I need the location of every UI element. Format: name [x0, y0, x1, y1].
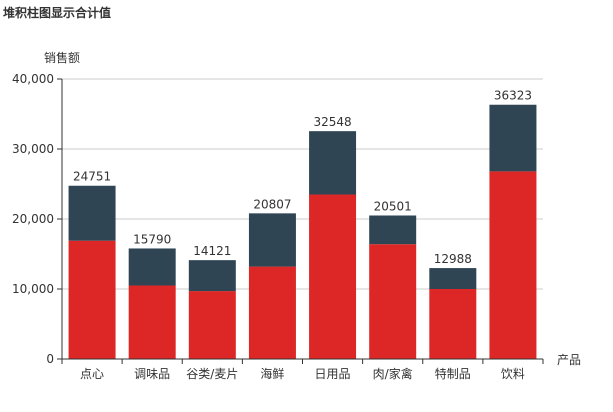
y-tick-label: 30,000: [12, 142, 54, 156]
bar-segment-2: [369, 215, 417, 245]
x-tick-label: 日用品: [315, 367, 351, 381]
total-label: 20807: [253, 197, 291, 211]
bars: [68, 104, 537, 359]
bar-segment-2: [188, 260, 236, 292]
x-axis-label: 产品: [557, 353, 581, 367]
bar-segment-1: [309, 194, 357, 359]
x-tick-label: 海鲜: [260, 366, 284, 381]
bar-segment-1: [429, 289, 477, 359]
bar-segment-2: [68, 185, 116, 241]
x-tick-label: 谷类/麦片: [186, 367, 238, 381]
y-axis-label: 销售额: [44, 50, 80, 65]
y-tick-label: 0: [46, 352, 54, 366]
total-label: 24751: [73, 170, 111, 184]
axes: [61, 79, 543, 360]
y-tick-label: 40,000: [12, 72, 54, 86]
labels: 0 10,000 20,000 30,000 40,000 24751 点心 15790 调味品…: [12, 72, 532, 381]
total-label: 36323: [494, 89, 532, 103]
bar-segment-1: [68, 240, 116, 359]
bar-segment-1: [369, 244, 417, 359]
bar-segment-1: [128, 285, 176, 359]
bar-segment-1: [489, 171, 537, 359]
x-tick-label: 饮料: [501, 367, 525, 381]
y-tick-label: 20,000: [12, 212, 54, 226]
x-tick-label: 特制品: [435, 366, 471, 381]
total-label: 20501: [374, 199, 412, 213]
chart-title: 堆积柱图显示合计值: [3, 6, 112, 20]
bar-segment-2: [128, 248, 176, 286]
bar-segment-2: [309, 131, 357, 195]
total-label: 15790: [133, 232, 171, 246]
x-tick-label: 肉/家禽: [373, 366, 413, 381]
x-tick-label: 调味品: [134, 367, 170, 381]
total-label: 12988: [434, 252, 472, 266]
bar-segment-2: [489, 104, 537, 172]
x-tick-label: 点心: [80, 367, 104, 381]
bar-segment-2: [429, 268, 477, 289]
bar-segment-1: [188, 291, 236, 359]
total-label: 14121: [193, 244, 231, 258]
bar-segment-1: [248, 266, 296, 359]
y-tick-label: 10,000: [12, 282, 54, 296]
bar-segment-2: [248, 213, 296, 267]
total-label: 32548: [313, 115, 351, 129]
